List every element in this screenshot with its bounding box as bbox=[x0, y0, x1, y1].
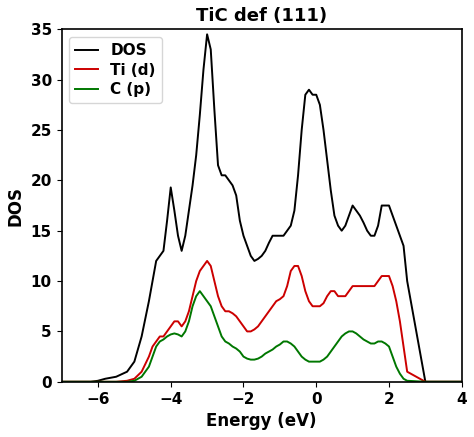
C (p) bbox=[379, 339, 384, 344]
Line: DOS: DOS bbox=[62, 35, 462, 382]
C (p) bbox=[459, 379, 465, 385]
Ti (d) bbox=[288, 268, 293, 274]
C (p) bbox=[390, 354, 395, 359]
Ti (d) bbox=[390, 284, 395, 289]
DOS bbox=[113, 374, 119, 379]
DOS bbox=[59, 379, 64, 385]
DOS bbox=[204, 32, 210, 37]
Ti (d) bbox=[459, 379, 465, 385]
DOS bbox=[77, 379, 82, 385]
Ti (d) bbox=[379, 274, 384, 279]
X-axis label: Energy (eV): Energy (eV) bbox=[206, 412, 317, 430]
DOS bbox=[459, 379, 465, 385]
Ti (d) bbox=[310, 304, 315, 309]
DOS bbox=[361, 220, 366, 225]
Ti (d) bbox=[59, 379, 64, 385]
Ti (d) bbox=[204, 258, 210, 264]
Title: TiC def (111): TiC def (111) bbox=[196, 7, 327, 25]
DOS bbox=[266, 240, 272, 246]
DOS bbox=[346, 213, 352, 218]
C (p) bbox=[343, 331, 348, 336]
C (p) bbox=[197, 288, 203, 294]
Line: C (p): C (p) bbox=[62, 291, 462, 382]
C (p) bbox=[310, 359, 315, 364]
Line: Ti (d): Ti (d) bbox=[62, 261, 462, 382]
C (p) bbox=[59, 379, 64, 385]
Ti (d) bbox=[365, 284, 370, 289]
Y-axis label: DOS: DOS bbox=[7, 186, 25, 225]
Ti (d) bbox=[343, 294, 348, 299]
Legend: DOS, Ti (d), C (p): DOS, Ti (d), C (p) bbox=[69, 37, 162, 103]
DOS bbox=[252, 258, 257, 264]
C (p) bbox=[288, 341, 293, 346]
C (p) bbox=[365, 339, 370, 344]
